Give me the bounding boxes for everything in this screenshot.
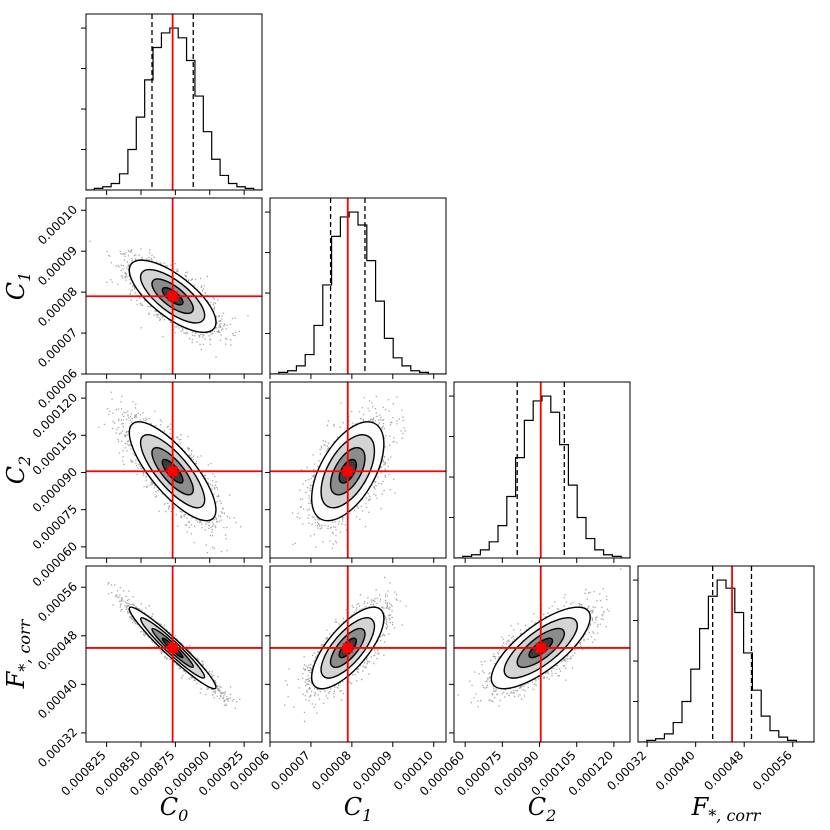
x-axis-label-subscript: 2	[545, 806, 556, 825]
y-axis-label-subscript: 1	[15, 272, 34, 282]
panel-frame-C1-Fcorr	[269, 565, 447, 743]
x-axis-label-subscript: *, corr	[708, 806, 761, 825]
x-tick-label-Fcorr-2: 0.00048	[701, 748, 746, 793]
x-axis-label-Fcorr: F*, corr	[691, 793, 762, 825]
panel-frame-C0-C2	[85, 381, 263, 559]
truth-marker-C2_C1	[342, 466, 353, 477]
x-tick-label-C1-2: 0.00008	[309, 748, 354, 793]
y-axis-label-C2: C2	[2, 456, 34, 485]
y-axis-label-Fcorr: F*, corr	[2, 618, 34, 689]
y-tick-label-Fcorr-2: 0.00048	[35, 628, 80, 673]
panel-frame-C1-C1	[269, 197, 447, 375]
y-axis-label-subscript: 2	[15, 456, 34, 467]
panel-C2-Fcorr	[454, 566, 630, 742]
histogram-C2	[454, 395, 630, 558]
truth-marker-C1_C0	[167, 291, 178, 302]
y-axis-label-subscript: *, corr	[15, 618, 34, 671]
panel-frame-C0-C1	[85, 197, 263, 375]
panel-C1-C2	[270, 382, 446, 558]
histogram-C0	[86, 27, 262, 190]
histogram-Fcorr	[638, 579, 814, 742]
panel-C0-C0	[86, 14, 262, 190]
x-tick-label-Fcorr-3: 0.00056	[750, 748, 795, 793]
x-tick-label-C1-1: 0.00007	[268, 748, 313, 793]
truth-marker-C2_C0	[167, 466, 178, 477]
panel-frame-C2-C2	[453, 381, 631, 559]
truth-marker-Fcorr_C0	[167, 642, 178, 653]
panel-frame-C0-Fcorr	[85, 565, 263, 743]
truth-marker-Fcorr_C2	[535, 642, 546, 653]
panel-C1-Fcorr	[270, 566, 446, 742]
panel-frame-C1-C2	[269, 381, 447, 559]
truth-marker-Fcorr_C1	[342, 642, 353, 653]
x-tick-label-C1-3: 0.00009	[350, 748, 395, 793]
panel-C0-Fcorr	[86, 566, 262, 742]
x-axis-label-C1: C1	[344, 793, 373, 825]
y-tick-label-C1-3: 0.00009	[35, 243, 80, 288]
panel-C2-C2	[454, 382, 630, 558]
x-axis-label-subscript: 0	[178, 806, 188, 825]
y-tick-label-Fcorr-0: 0.00032	[35, 725, 80, 770]
y-tick-label-C1-4: 0.00010	[35, 203, 80, 248]
y-tick-label-Fcorr-1: 0.00040	[35, 677, 80, 722]
panel-C0-C2	[86, 382, 262, 558]
panel-Fcorr-Fcorr	[638, 566, 814, 742]
x-axis-label-subscript: 1	[362, 806, 372, 825]
x-axis-label-C2: C2	[528, 793, 557, 825]
x-tick-label-Fcorr-1: 0.00040	[653, 748, 698, 793]
y-axis-label-C1: C1	[2, 272, 34, 301]
panel-frame-C0-C0	[85, 13, 263, 191]
panel-C0-C1	[86, 198, 262, 374]
panel-frame-Fcorr-Fcorr	[637, 565, 815, 743]
panel-C1-C1	[270, 198, 446, 374]
panel-frame-C2-Fcorr	[453, 565, 631, 743]
y-tick-label-C1-1: 0.00007	[35, 325, 80, 370]
y-tick-label-C1-2: 0.00008	[35, 284, 80, 329]
x-axis-label-C0: C0	[160, 793, 189, 825]
histogram-C1	[270, 211, 446, 374]
